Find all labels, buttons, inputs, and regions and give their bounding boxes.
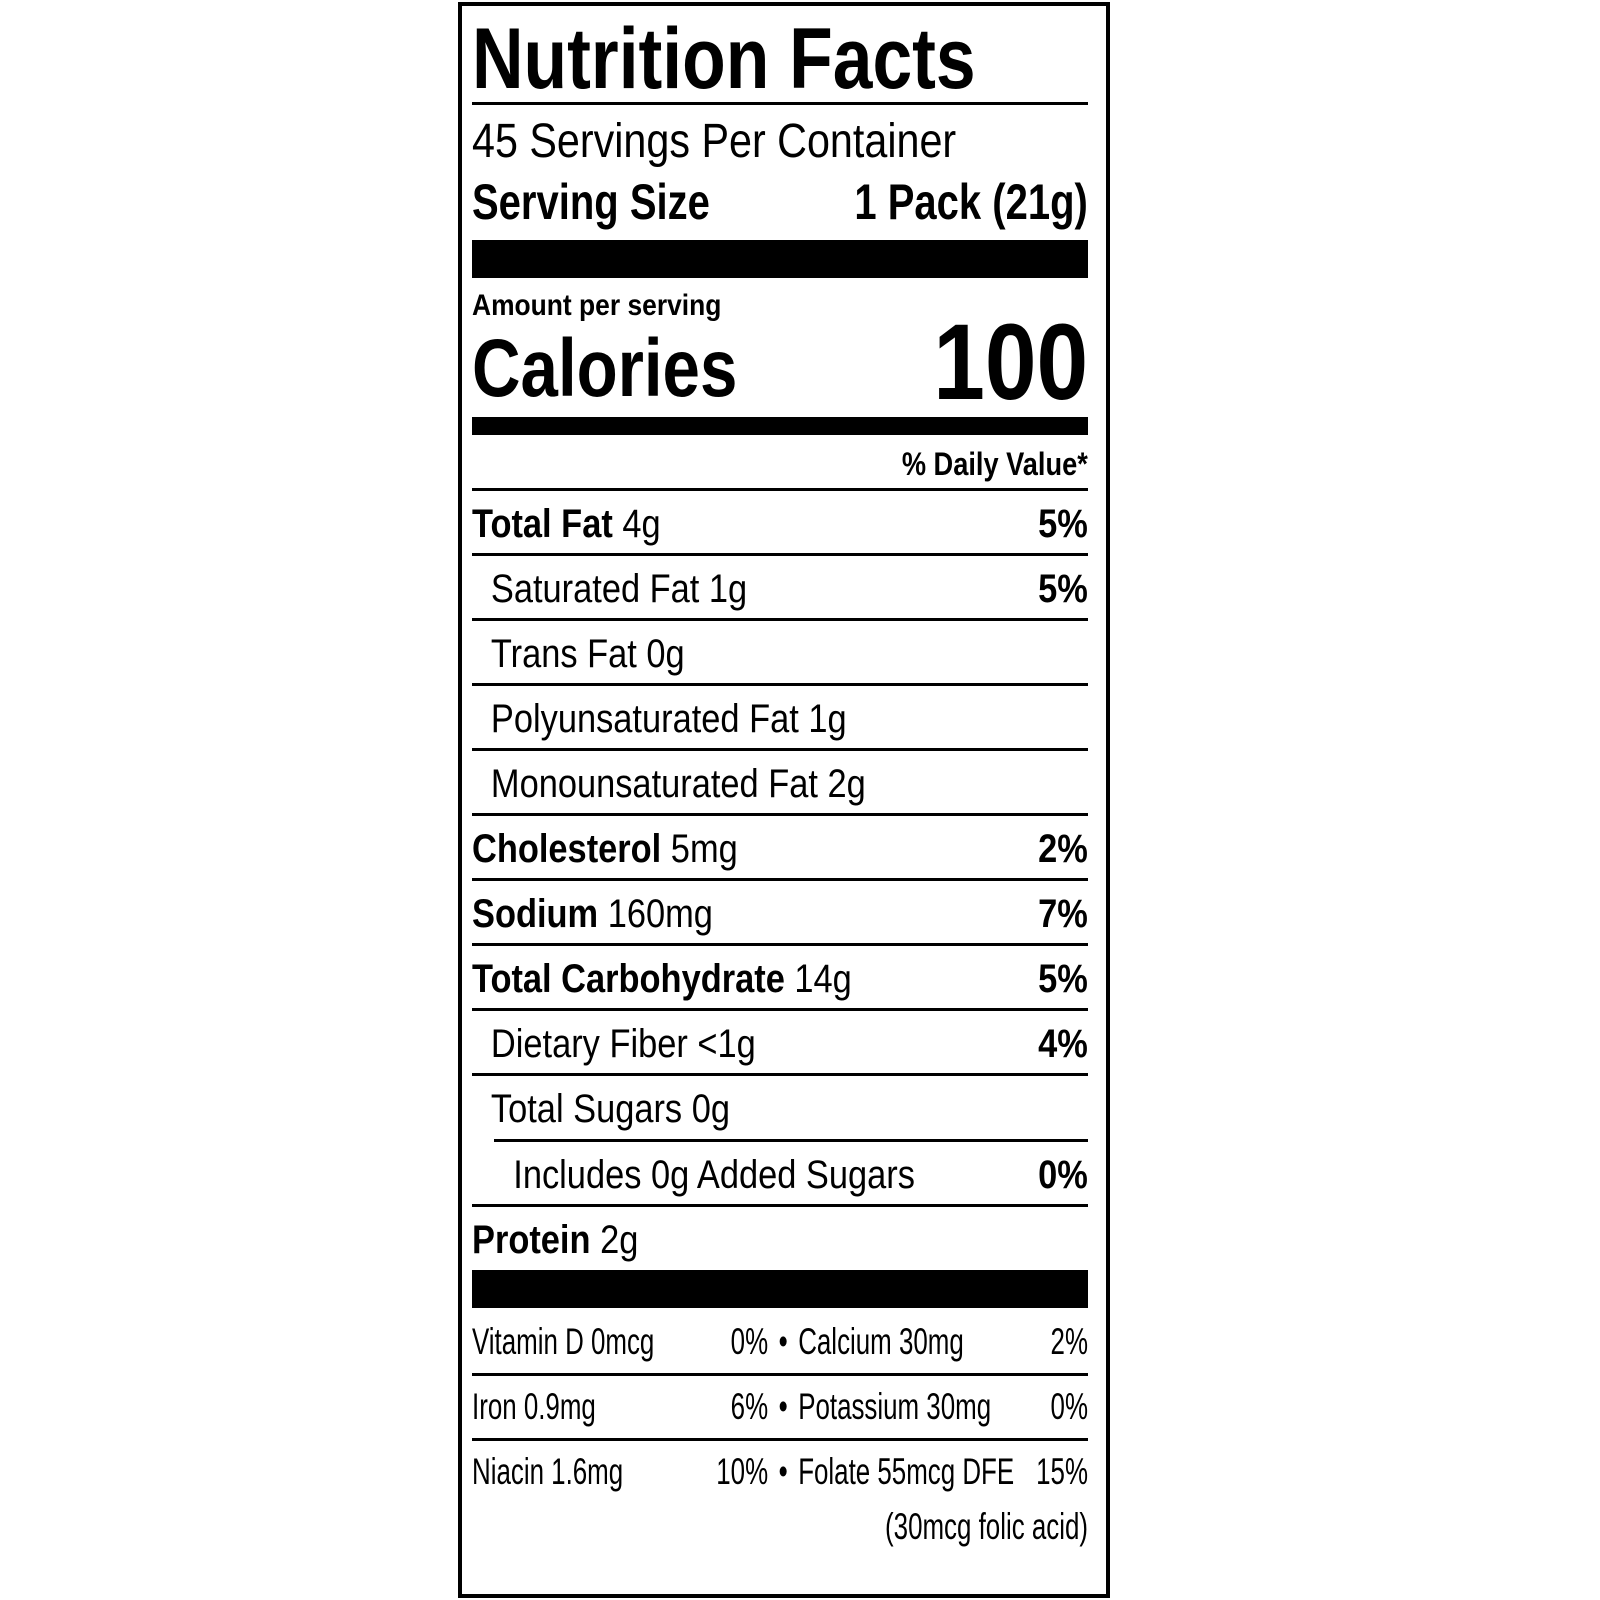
nutrient-name: Protein xyxy=(472,1217,591,1262)
vitamin-row: Vitamin D 0mcg 0% • Calcium 30mg 2% xyxy=(472,1311,1088,1373)
divider xyxy=(472,1373,1088,1376)
vitamin-row: Iron 0.9mg 6% • Potassium 30mg 0% xyxy=(472,1376,1088,1438)
divider xyxy=(472,683,1088,686)
nutrient-row-total-fat: Total Fat 4g 5% xyxy=(472,493,1088,555)
vitamin-name: Iron 0.9mg xyxy=(472,1386,596,1427)
nutrient-name: Total Fat xyxy=(472,501,613,546)
divider xyxy=(472,878,1088,881)
calories-row: Calories 100 xyxy=(472,308,1088,416)
nutrient-amount: 160mg xyxy=(607,891,713,936)
title: Nutrition Facts xyxy=(472,16,1088,102)
daily-value: 5% xyxy=(1038,956,1088,1001)
nutrient-row-dietary-fiber: Dietary Fiber <1g 4% xyxy=(472,1013,1088,1075)
nutrient-row-sodium: Sodium 160mg 7% xyxy=(472,883,1088,945)
nutrient-amount: 4g xyxy=(622,501,661,546)
divider xyxy=(472,488,1088,491)
daily-value: 2% xyxy=(1038,826,1088,871)
vitamin-row: Niacin 1.6mg 10% • Folate 55mcg DFE 15% xyxy=(472,1441,1088,1503)
nutrient-name: Dietary Fiber xyxy=(490,1021,688,1066)
nutrient-name: Monounsaturated Fat xyxy=(490,761,818,806)
vitamin-name: Vitamin D 0mcg xyxy=(472,1321,655,1362)
thick-divider xyxy=(472,240,1088,278)
divider xyxy=(472,943,1088,946)
nutrient-row-cholesterol: Cholesterol 5mg 2% xyxy=(472,818,1088,880)
calories-value: 100 xyxy=(933,301,1088,422)
nutrient-amount: 1g xyxy=(808,696,847,741)
vitamin-name: Potassium 30mg xyxy=(798,1386,992,1427)
nutrient-row-total-carbohydrate: Total Carbohydrate 14g 5% xyxy=(472,948,1088,1010)
nutrient-amount: <1g xyxy=(697,1021,756,1066)
nutrient-row-trans-fat: Trans Fat 0g xyxy=(472,623,1088,685)
vitamin-daily-value: 0% xyxy=(1050,1386,1088,1427)
vitamin-daily-value: 2% xyxy=(1050,1321,1088,1362)
nutrient-row-total-sugars: Total Sugars 0g xyxy=(472,1078,1088,1140)
nutrient-name: Cholesterol xyxy=(472,826,662,871)
divider xyxy=(472,813,1088,816)
servings-per-container: 45 Servings Per Container xyxy=(472,115,957,168)
divider xyxy=(472,553,1088,556)
nutrient-amount: 2g xyxy=(827,761,866,806)
divider xyxy=(472,1438,1088,1441)
nutrient-amount: 0g xyxy=(646,631,685,676)
nutrition-facts-label: Nutrition Facts 45 Servings Per Containe… xyxy=(458,2,1110,1598)
divider xyxy=(472,1008,1088,1011)
bullet-icon: • xyxy=(778,1321,788,1362)
nutrient-name: Saturated Fat xyxy=(490,566,700,611)
nutrient-amount: 5mg xyxy=(670,826,738,871)
divider xyxy=(472,748,1088,751)
vitamin-name: Calcium 30mg xyxy=(798,1321,964,1362)
daily-value: 5% xyxy=(1038,501,1088,546)
nutrient-row-saturated-fat: Saturated Fat 1g 5% xyxy=(472,558,1088,620)
nutrient-name: Total Carbohydrate xyxy=(472,956,785,1001)
nutrient-name: Sodium xyxy=(472,891,599,936)
medium-divider xyxy=(472,417,1088,435)
divider xyxy=(472,618,1088,621)
vitamin-daily-value: 10% xyxy=(716,1451,769,1492)
divider xyxy=(472,1204,1088,1207)
title-text: Nutrition Facts xyxy=(472,11,976,107)
bullet-icon: • xyxy=(778,1386,788,1427)
folic-acid-note: (30mcg folic acid) xyxy=(885,1506,1088,1547)
nutrient-amount: 14g xyxy=(794,956,852,1001)
daily-value: 4% xyxy=(1038,1021,1088,1066)
divider xyxy=(472,1073,1088,1076)
serving-size-label: Serving Size xyxy=(472,174,710,230)
nutrient-row-monounsaturated-fat: Monounsaturated Fat 2g xyxy=(472,753,1088,815)
daily-value: 0% xyxy=(1038,1152,1088,1197)
amount-per-serving: Amount per serving xyxy=(472,289,722,322)
nutrient-amount: 2g xyxy=(600,1217,639,1262)
nutrient-row-polyunsaturated-fat: Polyunsaturated Fat 1g xyxy=(472,688,1088,750)
bullet-icon: • xyxy=(778,1451,788,1492)
divider xyxy=(494,1139,1088,1142)
divider xyxy=(472,102,1088,105)
vitamin-daily-value: 6% xyxy=(730,1386,769,1427)
nutrient-name: Trans Fat xyxy=(490,631,637,676)
daily-value: 7% xyxy=(1038,891,1088,936)
vitamin-name: Niacin 1.6mg xyxy=(472,1451,624,1492)
vitamin-daily-value: 15% xyxy=(1036,1451,1088,1492)
serving-size-value: 1 Pack (21g) xyxy=(854,174,1088,230)
vitamin-name: Folate 55mcg DFE xyxy=(798,1451,1015,1492)
daily-value: 5% xyxy=(1038,566,1088,611)
vitamin-daily-value: 0% xyxy=(730,1321,769,1362)
nutrient-amount: 1g xyxy=(708,566,748,611)
nutrient-name: Polyunsaturated Fat xyxy=(490,696,799,741)
daily-value-header: % Daily Value* xyxy=(902,446,1088,482)
nutrient-row-added-sugars: Includes 0g Added Sugars 0% xyxy=(472,1144,1088,1206)
nutrient-name: Includes 0g Added Sugars xyxy=(513,1152,915,1197)
serving-size: Serving Size 1 Pack (21g) xyxy=(472,172,1088,232)
nutrient-name: Total Sugars xyxy=(490,1086,683,1131)
calories-label: Calories xyxy=(472,323,738,414)
thick-divider xyxy=(472,1270,1088,1308)
nutrient-row-protein: Protein 2g xyxy=(472,1209,1088,1271)
nutrient-amount: 0g xyxy=(691,1086,730,1131)
